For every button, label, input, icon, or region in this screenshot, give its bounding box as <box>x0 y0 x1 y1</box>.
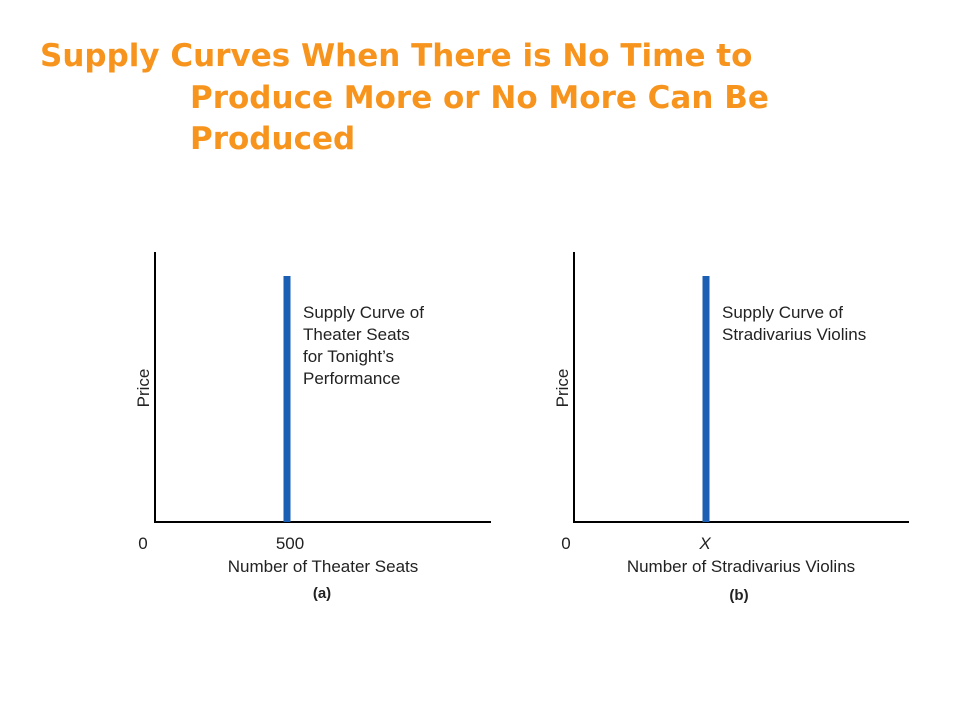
x-axis-label: Number of Theater Seats <box>228 557 419 576</box>
panel-a: Price 0 500 Number of Theater Seats (a) … <box>134 252 491 602</box>
series-label-line: Supply Curve of <box>303 303 424 322</box>
panel-b: Price 0 X Number of Stradivarius Violins… <box>553 252 909 604</box>
y-axis-label: Price <box>553 369 572 408</box>
origin-label: 0 <box>138 534 147 553</box>
series-label-line: Performance <box>303 369 400 388</box>
x-axis-label: Number of Stradivarius Violins <box>627 557 855 576</box>
series-label-line: Theater Seats <box>303 325 410 344</box>
title-line: Produced <box>190 121 356 157</box>
y-axis-label: Price <box>134 369 153 408</box>
origin-label: 0 <box>561 534 570 553</box>
series-label-line: Stradivarius Violins <box>722 325 866 344</box>
slide-title: Supply Curves When There is No Time to P… <box>0 0 960 170</box>
title-line: Supply Curves When There is No Time to <box>40 38 753 74</box>
panel-label: (b) <box>729 587 748 604</box>
x-tick-label: X <box>698 534 711 553</box>
series-label-line: Supply Curve of <box>722 303 843 322</box>
title-line: Produce More or No More Can Be <box>190 80 769 116</box>
x-tick-label: 500 <box>276 534 304 553</box>
series-label-line: for Tonight’s <box>303 347 394 366</box>
panel-label: (a) <box>313 585 331 602</box>
